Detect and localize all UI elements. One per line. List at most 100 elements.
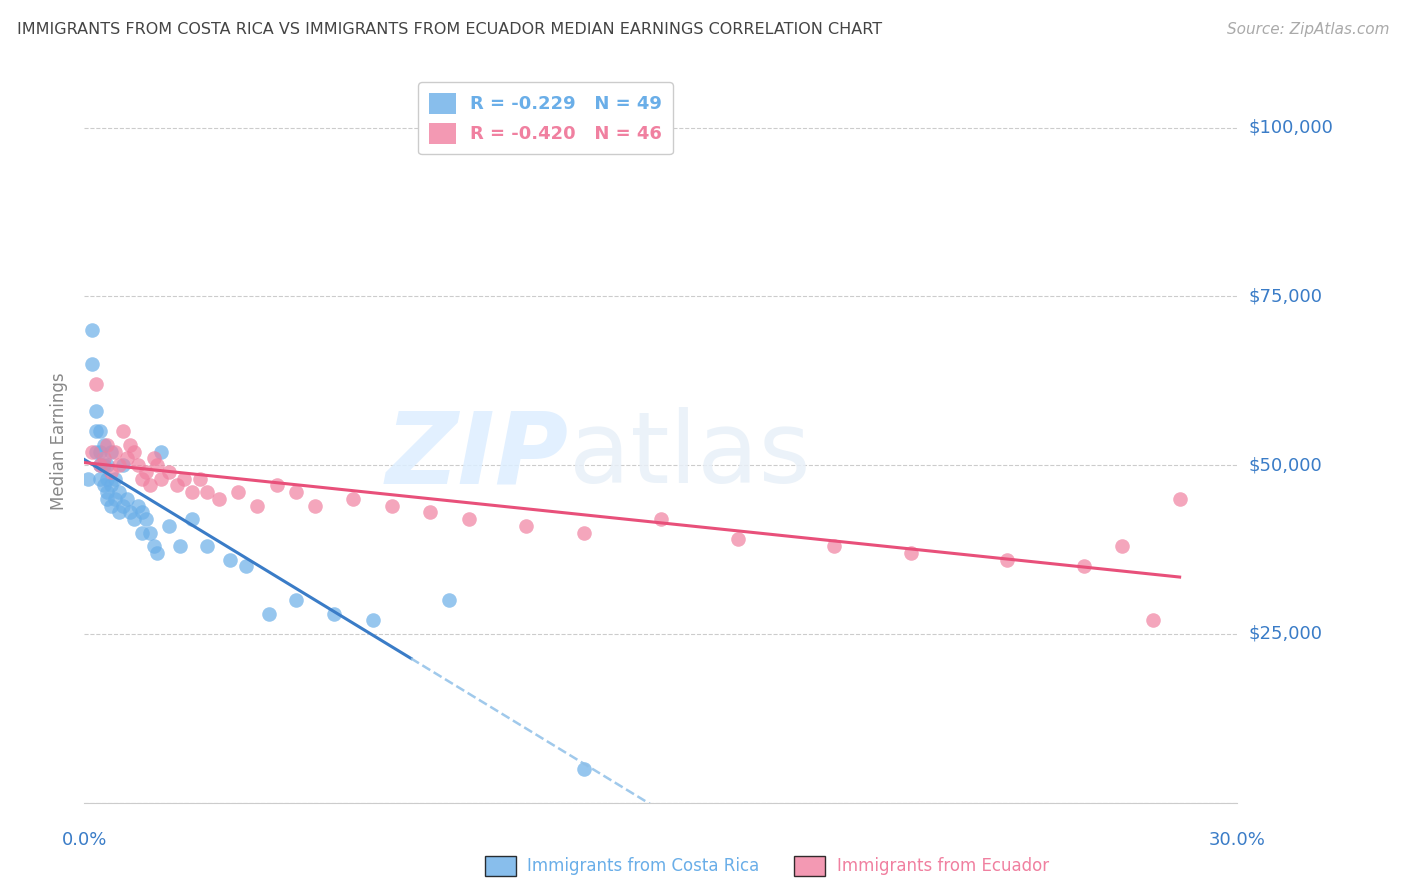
Text: $100,000: $100,000	[1249, 119, 1333, 136]
Point	[104, 472, 127, 486]
Point	[131, 472, 153, 486]
Text: 30.0%: 30.0%	[1209, 830, 1265, 848]
Point	[284, 485, 307, 500]
Point	[226, 485, 249, 500]
Point	[138, 525, 160, 540]
Point	[195, 539, 218, 553]
Point	[127, 499, 149, 513]
Point	[96, 491, 118, 506]
Point	[146, 546, 169, 560]
Point	[93, 438, 115, 452]
Point	[1168, 491, 1191, 506]
Point	[157, 465, 180, 479]
Point	[120, 438, 142, 452]
Point	[257, 607, 280, 621]
Point	[342, 491, 364, 506]
Point	[188, 472, 211, 486]
Point	[1073, 559, 1095, 574]
Legend: R = -0.229   N = 49, R = -0.420   N = 46: R = -0.229 N = 49, R = -0.420 N = 46	[418, 82, 673, 154]
Point	[235, 559, 257, 574]
Point	[89, 472, 111, 486]
Point	[120, 505, 142, 519]
Point	[100, 465, 122, 479]
Point	[195, 485, 218, 500]
Point	[131, 505, 153, 519]
Point	[93, 478, 115, 492]
Text: IMMIGRANTS FROM COSTA RICA VS IMMIGRANTS FROM ECUADOR MEDIAN EARNINGS CORRELATIO: IMMIGRANTS FROM COSTA RICA VS IMMIGRANTS…	[17, 22, 882, 37]
Point	[572, 525, 595, 540]
Point	[146, 458, 169, 472]
Point	[100, 499, 122, 513]
Point	[104, 491, 127, 506]
Point	[96, 485, 118, 500]
Point	[93, 451, 115, 466]
Point	[572, 762, 595, 776]
Point	[1111, 539, 1133, 553]
Point	[89, 425, 111, 439]
Point	[515, 519, 537, 533]
Point	[96, 458, 118, 472]
Text: Immigrants from Costa Rica: Immigrants from Costa Rica	[527, 857, 759, 875]
Point	[266, 478, 288, 492]
Point	[727, 533, 749, 547]
Point	[115, 491, 138, 506]
Point	[181, 485, 204, 500]
Point	[77, 472, 100, 486]
Point	[84, 425, 107, 439]
Point	[93, 458, 115, 472]
Point	[104, 444, 127, 458]
Point	[108, 458, 131, 472]
Point	[127, 458, 149, 472]
Text: Source: ZipAtlas.com: Source: ZipAtlas.com	[1226, 22, 1389, 37]
Point	[84, 444, 107, 458]
Point	[111, 499, 134, 513]
Point	[135, 465, 157, 479]
Point	[208, 491, 231, 506]
Point	[100, 444, 122, 458]
Point	[84, 404, 107, 418]
Point	[142, 539, 165, 553]
Text: 0.0%: 0.0%	[62, 830, 107, 848]
Point	[108, 485, 131, 500]
Point	[650, 512, 672, 526]
Text: Immigrants from Ecuador: Immigrants from Ecuador	[837, 857, 1049, 875]
Point	[361, 614, 384, 628]
Point	[150, 444, 173, 458]
Point	[166, 478, 188, 492]
Point	[124, 512, 146, 526]
Point	[111, 458, 134, 472]
Point	[84, 377, 107, 392]
Point	[80, 323, 103, 337]
Point	[96, 472, 118, 486]
Point	[284, 593, 307, 607]
Point	[900, 546, 922, 560]
Point	[173, 472, 195, 486]
Point	[323, 607, 346, 621]
Point	[80, 357, 103, 371]
Text: $25,000: $25,000	[1249, 625, 1323, 643]
Point	[157, 519, 180, 533]
Text: $75,000: $75,000	[1249, 287, 1323, 305]
Point	[96, 438, 118, 452]
Point	[419, 505, 441, 519]
Text: ZIP: ZIP	[385, 408, 568, 505]
Point	[124, 444, 146, 458]
Point	[108, 505, 131, 519]
Y-axis label: Median Earnings: Median Earnings	[51, 373, 69, 510]
Point	[89, 458, 111, 472]
Point	[138, 478, 160, 492]
Point	[995, 552, 1018, 566]
Point	[823, 539, 845, 553]
Point	[150, 472, 173, 486]
Point	[115, 451, 138, 466]
Point	[142, 451, 165, 466]
Point	[80, 444, 103, 458]
Point	[135, 512, 157, 526]
Point	[219, 552, 242, 566]
Point	[169, 539, 191, 553]
Point	[457, 512, 479, 526]
Text: atlas: atlas	[568, 408, 810, 505]
Point	[89, 444, 111, 458]
Point	[246, 499, 269, 513]
Point	[304, 499, 326, 513]
